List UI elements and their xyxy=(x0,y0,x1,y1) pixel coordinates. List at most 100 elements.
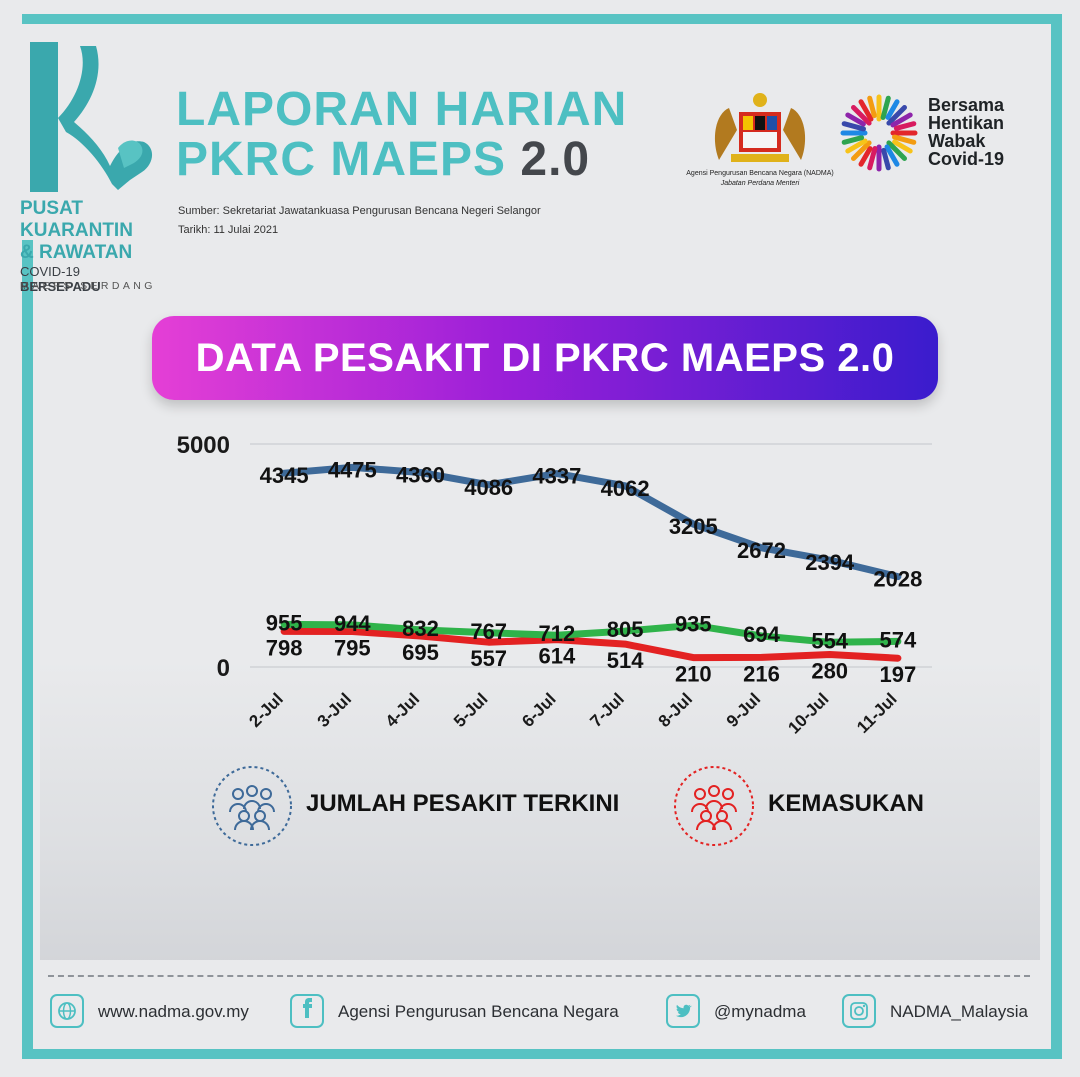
burst-stroke xyxy=(881,147,891,171)
slogan-line-4: Covid-19 xyxy=(928,149,1005,169)
x-tick-label: 5-Jul xyxy=(450,689,491,730)
legend-admissions-icon xyxy=(674,766,754,846)
x-tick-label: 6-Jul xyxy=(518,689,559,730)
report-title-line-1: LAPORAN HARIAN xyxy=(176,83,628,136)
data-label: 514 xyxy=(607,648,644,673)
logo-line-4: COVID-19 BERSEPADU xyxy=(20,264,158,294)
data-label: 216 xyxy=(743,661,780,686)
crest-caption-1: Agensi Pengurusan Bencana Negara (NADMA) xyxy=(686,170,834,177)
data-label: 4337 xyxy=(532,464,581,489)
burst-stroke xyxy=(841,121,866,132)
burst-stroke xyxy=(885,99,900,120)
instagram-icon xyxy=(842,994,876,1028)
data-label: 554 xyxy=(811,628,848,653)
data-label: 4086 xyxy=(464,475,513,500)
burst-stroke xyxy=(892,139,913,154)
logo-line-5: MAEPS SERDANG xyxy=(20,280,156,292)
pkrc-logo: PUSAT KUARANTIN & RAWATAN COVID-19 BERSE… xyxy=(18,38,158,294)
logo-line-3: & RAWATAN xyxy=(20,242,133,263)
x-tick-label: 10-Jul xyxy=(784,689,832,737)
data-label: 767 xyxy=(470,619,507,644)
data-label: 2672 xyxy=(737,538,786,563)
data-label: 4360 xyxy=(396,463,445,488)
data-label: 557 xyxy=(470,646,507,671)
frame-left xyxy=(22,240,33,1059)
footer-twitter-text[interactable]: @mynadma xyxy=(714,1002,806,1021)
data-label: 694 xyxy=(743,622,780,647)
x-tick-label: 4-Jul xyxy=(382,689,423,730)
burst-stroke xyxy=(845,112,866,127)
report-title-line-2: PKRC MAEPS 2.0 xyxy=(176,132,590,187)
background-building xyxy=(40,660,1040,960)
data-label: 935 xyxy=(675,611,712,636)
burst-stroke xyxy=(858,146,873,167)
legend-label-admissions: KEMASUKAN xyxy=(768,790,924,817)
data-label: 832 xyxy=(402,616,439,641)
y-tick-label: 0 xyxy=(217,655,230,682)
report-title-main: PKRC MAEPS xyxy=(176,133,507,186)
burst-stroke xyxy=(867,146,878,171)
logo-line-4a: COVID-19 xyxy=(20,264,80,279)
data-label: 280 xyxy=(811,659,848,684)
slogan-line-2: Hentikan xyxy=(928,113,1005,133)
logo-line-1: PUSAT xyxy=(20,198,83,219)
patient-line-chart: 0 5000 2-Jul 3-Jul 4-Jul 5-Jul 6-Jul 7-Jul 8-Jul… xyxy=(177,432,932,738)
data-label: 210 xyxy=(675,662,712,687)
data-label: 805 xyxy=(607,617,644,642)
series-line xyxy=(280,620,902,646)
x-tick-label: 3-Jul xyxy=(314,689,355,730)
burst-stroke xyxy=(886,105,907,126)
x-tick-label: 7-Jul xyxy=(586,689,627,730)
report-title-version: 2.0 xyxy=(520,133,591,186)
burst-stroke xyxy=(845,138,868,154)
slogan-line-1: Bersama xyxy=(928,95,1005,115)
x-tick-label: 9-Jul xyxy=(723,689,764,730)
report-date: Tarikh: 11 Julai 2021 xyxy=(178,224,279,236)
slogan-line-3: Wabak xyxy=(928,131,986,151)
twitter-icon xyxy=(666,994,700,1028)
x-tick-label: 11-Jul xyxy=(853,689,901,737)
crest-caption-2: Jabatan Perdana Menteri xyxy=(720,180,800,187)
y-tick-label: 5000 xyxy=(177,432,230,459)
facebook-icon xyxy=(290,994,324,1028)
national-crest-icon xyxy=(714,93,806,162)
data-label: 4345 xyxy=(260,463,309,488)
data-label: 2394 xyxy=(805,550,855,575)
burst-stroke xyxy=(851,105,872,126)
campaign-burst-icon xyxy=(840,94,918,172)
footer-website-text[interactable]: www.nadma.gov.my xyxy=(98,1002,249,1021)
legend-label-patients: JUMLAH PESAKIT TERKINI xyxy=(306,790,620,817)
footer-divider xyxy=(48,975,1030,977)
logo-line-2: KUARANTIN xyxy=(20,220,133,241)
data-label: 695 xyxy=(402,640,439,665)
frame-top xyxy=(22,14,1062,24)
data-label: 614 xyxy=(539,644,576,669)
footer-facebook-text[interactable]: Agensi Pengurusan Bencana Negara xyxy=(338,1002,619,1021)
burst-stroke xyxy=(890,112,913,128)
chart-title-banner xyxy=(152,316,938,400)
series-line xyxy=(280,627,902,662)
data-label: 4062 xyxy=(601,476,650,501)
burst-stroke xyxy=(867,95,877,119)
burst-stroke xyxy=(858,99,874,122)
data-label: 197 xyxy=(880,662,917,687)
data-label: 4475 xyxy=(328,457,377,482)
data-label: 3205 xyxy=(669,514,718,539)
burst-stroke xyxy=(886,140,907,161)
burst-stroke xyxy=(892,134,917,145)
burst-stroke xyxy=(851,140,872,161)
burst-stroke xyxy=(884,144,900,167)
legend-patients-icon xyxy=(212,766,292,846)
frame-right xyxy=(1051,14,1062,1059)
burst-stroke xyxy=(880,95,891,120)
source-text: Sumber: Sekretariat Jawatankuasa Penguru… xyxy=(178,205,541,217)
logo-line-4b: BERSEPADU xyxy=(20,279,101,294)
burst-stroke xyxy=(841,135,865,145)
footer-instagram-text[interactable]: NADMA_Malaysia xyxy=(890,1002,1028,1021)
data-label: 712 xyxy=(539,621,576,646)
data-label: 795 xyxy=(334,636,371,661)
x-tick-label: 8-Jul xyxy=(655,689,696,730)
series-line xyxy=(280,463,902,581)
frame-bottom xyxy=(22,1049,1062,1059)
data-label: 944 xyxy=(334,611,371,636)
